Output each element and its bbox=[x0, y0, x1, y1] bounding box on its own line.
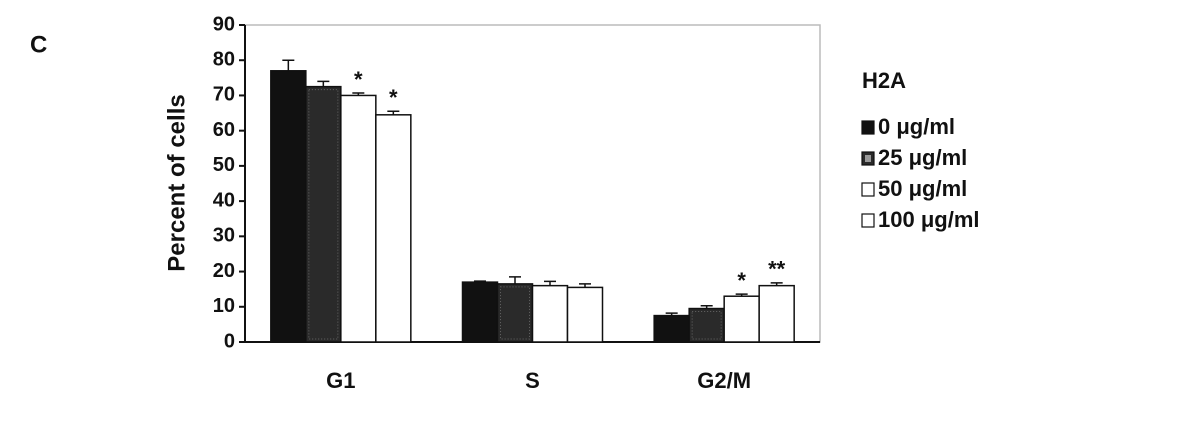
significance-star: ** bbox=[768, 257, 786, 282]
bar bbox=[305, 85, 342, 343]
bar bbox=[496, 283, 534, 343]
error-bar bbox=[770, 282, 783, 286]
x-tick-label: G1 bbox=[326, 368, 355, 393]
bar bbox=[653, 314, 690, 343]
legend-swatch bbox=[861, 182, 875, 197]
bar bbox=[531, 284, 569, 343]
error-bar bbox=[509, 276, 521, 284]
significance-star: * bbox=[389, 85, 398, 110]
legend-swatch bbox=[861, 120, 875, 135]
legend-label: 100 μg/ml bbox=[878, 207, 980, 232]
bar bbox=[688, 307, 725, 343]
error-bar bbox=[544, 280, 556, 286]
error-bar bbox=[474, 280, 486, 283]
error-bar bbox=[700, 304, 713, 309]
y-tick-label: 50 bbox=[213, 154, 235, 176]
y-tick-label: 90 bbox=[213, 13, 235, 35]
significance-star: * bbox=[354, 67, 363, 92]
bar-texture bbox=[308, 89, 339, 340]
panel-label: C bbox=[30, 31, 47, 58]
bar bbox=[270, 70, 307, 343]
x-tick-label: G2/M bbox=[697, 368, 751, 393]
bar bbox=[375, 114, 412, 343]
bar bbox=[758, 284, 795, 343]
y-axis-label: Percent of cells bbox=[163, 94, 190, 271]
y-tick-label: 30 bbox=[213, 225, 235, 247]
y-tick-label: 20 bbox=[213, 260, 235, 282]
error-bar bbox=[735, 293, 748, 297]
legend-title: H2A bbox=[862, 68, 906, 93]
bar bbox=[461, 281, 499, 343]
y-tick-label: 80 bbox=[213, 49, 235, 71]
legend-swatch bbox=[861, 213, 875, 228]
legend-label: 0 μg/ml bbox=[878, 114, 955, 139]
legend-texture bbox=[865, 155, 871, 162]
error-bar bbox=[352, 92, 365, 96]
bar bbox=[340, 94, 377, 343]
y-tick-label: 0 bbox=[224, 330, 235, 352]
error-bar bbox=[282, 59, 295, 71]
bar bbox=[566, 286, 604, 343]
x-tick-label: S bbox=[525, 368, 540, 393]
error-bar bbox=[579, 283, 591, 288]
y-tick-label: 10 bbox=[213, 295, 235, 317]
bar-texture bbox=[691, 311, 722, 340]
significance-star: * bbox=[737, 268, 746, 293]
error-bar bbox=[387, 110, 400, 115]
legend-label: 50 μg/ml bbox=[878, 176, 967, 201]
y-tick-label: 60 bbox=[213, 119, 235, 141]
legend-label: 25 μg/ml bbox=[878, 145, 967, 170]
error-bar bbox=[317, 80, 330, 87]
y-tick-label: 70 bbox=[213, 84, 235, 106]
bar bbox=[723, 295, 760, 343]
error-bar bbox=[665, 312, 678, 316]
y-tick-label: 40 bbox=[213, 189, 235, 211]
